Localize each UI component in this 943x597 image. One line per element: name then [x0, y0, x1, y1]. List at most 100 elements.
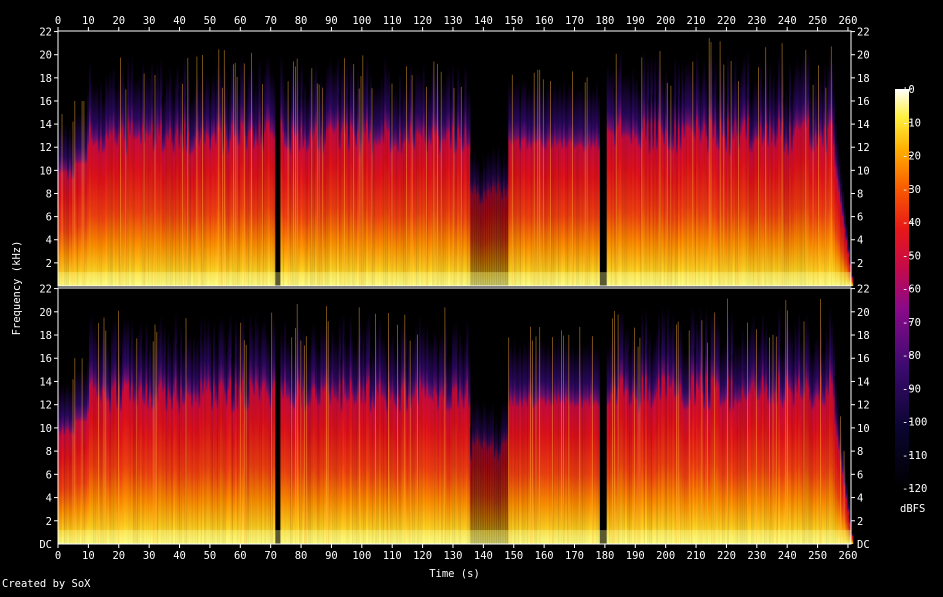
spectrogram-column [830, 57, 834, 287]
spectrogram-column [338, 318, 341, 544]
spectrogram-column [772, 71, 775, 287]
spectrogram-column [624, 326, 628, 544]
spectrogram-column [251, 64, 254, 287]
spectrogram-column [635, 75, 639, 286]
spectrogram-column [634, 339, 637, 544]
spectrogram-column [736, 73, 739, 286]
spectrogram-column [484, 163, 487, 286]
y-tick-label-left: 10 [39, 423, 52, 435]
spectrogram-column [659, 341, 662, 544]
spectrogram-column [307, 350, 310, 544]
spectrogram-column [506, 150, 509, 286]
spectrogram-column [594, 89, 597, 286]
spectrogram-column [701, 70, 704, 287]
spectrogram-column [581, 351, 584, 544]
spectrogram-column [639, 92, 642, 286]
spectrogram-column [285, 338, 289, 544]
spectrogram-column [171, 85, 174, 287]
spectrogram-column [98, 334, 101, 544]
x-tick-label-bottom: 220 [717, 550, 736, 562]
spectrogram-column [849, 515, 852, 544]
spectrogram-column [271, 71, 274, 286]
spectrogram-column [96, 336, 99, 544]
spectrogram-column [411, 86, 414, 286]
spectrogram-column [411, 339, 414, 544]
spectrogram-column [716, 90, 719, 286]
spectrogram-column [725, 340, 728, 544]
x-tick-label-top: 140 [474, 15, 493, 27]
transient-line [291, 337, 293, 544]
y-tick-label-right: 16 [857, 96, 870, 108]
spectrogram-column [468, 88, 471, 286]
spectrogram-column [92, 87, 95, 286]
spectrogram-column [83, 369, 86, 544]
x-tick-label-top: 240 [778, 15, 797, 27]
spectrogram-column [90, 79, 94, 286]
spectrogram-column [756, 78, 759, 286]
spectrogram-column [293, 353, 296, 544]
spectrogram-column [748, 95, 752, 286]
spectrogram-column [586, 341, 589, 544]
spectrogram-column [522, 79, 526, 286]
spectrogram-column [570, 346, 573, 544]
spectrogram-column [313, 71, 316, 286]
spectrogram-column [676, 99, 679, 286]
spectrogram-column [79, 112, 83, 286]
transient-line [103, 317, 105, 544]
spectrogram-column [265, 329, 269, 544]
spectrogram-column [646, 56, 650, 286]
spectrogram-column [810, 354, 814, 544]
x-tick-label-top: 150 [504, 15, 523, 27]
spectrogram-column [264, 317, 267, 544]
spectrogram-column [827, 334, 830, 544]
y-tick-label-left: 18 [39, 73, 52, 85]
spectrogram-column [362, 327, 365, 544]
spectrogram-column [391, 95, 394, 286]
x-tick-label-top: 20 [112, 15, 125, 27]
spectrogram-column [723, 346, 726, 544]
spectrogram-column [247, 351, 250, 544]
x-tick-label-top: 180 [595, 15, 614, 27]
spectrogram-column [94, 84, 97, 286]
x-tick-label-top: 80 [295, 15, 308, 27]
spectrogram-column [357, 334, 360, 544]
transient-line [118, 310, 119, 544]
spectrogram-column [723, 76, 726, 286]
transient-line [738, 81, 739, 286]
spectrogram-column [623, 334, 626, 544]
spectrogram-column [331, 65, 334, 287]
spectrogram-column [666, 94, 670, 286]
transient-line [707, 342, 708, 544]
spectrogram-column [360, 87, 363, 286]
spectrogram-column [129, 342, 132, 544]
spectrogram-column [563, 80, 566, 286]
spectrogram-column [273, 77, 276, 286]
y-tick-label-right: 12 [857, 142, 870, 154]
transient-line [586, 77, 588, 286]
spectrogram-column [222, 99, 225, 286]
spectrogram-column [790, 95, 794, 286]
spectrogram-column [247, 70, 250, 287]
plot-frame [57, 287, 852, 545]
spectrogram-column [721, 75, 724, 287]
spectrogram-column [694, 78, 697, 286]
spectrogram-column [112, 319, 115, 544]
spectrogram-column [322, 329, 325, 544]
spectrogram-column [679, 93, 682, 287]
spectrogram-column [843, 205, 846, 286]
spectrogram-column [807, 323, 810, 544]
spectrogram-column [628, 350, 631, 544]
spectrogram-column [703, 353, 706, 544]
spectrogram-column [202, 334, 205, 544]
x-tick-label-bottom: 70 [264, 550, 277, 562]
colorbar-tick-label: -80 [902, 350, 921, 362]
spectrogram-column [409, 60, 413, 287]
spectrogram-column [192, 333, 196, 544]
spectrogram-column [800, 63, 803, 287]
spectrogram-column [138, 73, 141, 287]
spectrogram-column [143, 85, 146, 286]
y-tick-label-right: 18 [857, 330, 870, 342]
spectrogram-column [58, 128, 61, 286]
spectrogram-column [448, 355, 451, 544]
spectrogram-column [557, 84, 560, 286]
